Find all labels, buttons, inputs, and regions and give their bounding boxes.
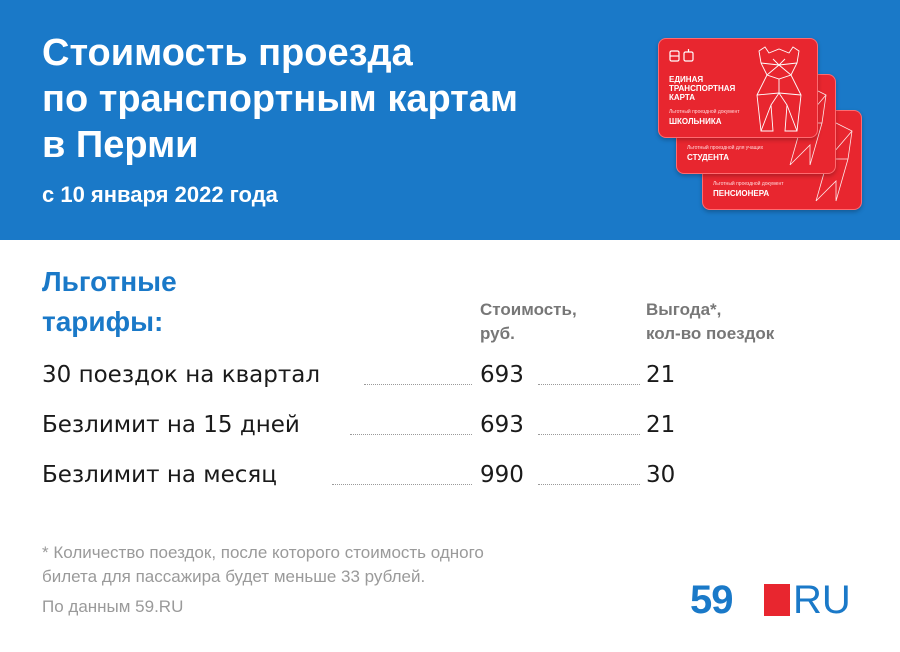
brand-line-1: ЕДИНАЯ <box>669 75 704 84</box>
tariff-row: Безлимит на 15 дней 693 21 <box>42 412 862 448</box>
card-brand: ЕДИНАЯ ТРАНСПОРТНАЯ КАРТА <box>669 75 749 102</box>
tariff-row: Безлимит на месяц 990 30 <box>42 462 862 498</box>
footnote-line-2: билета для пассажира будет меньше 33 руб… <box>42 567 426 586</box>
price-header-line-2: руб. <box>480 324 515 343</box>
dot-leader <box>538 434 640 435</box>
brand-line-3: КАРТА <box>669 93 696 102</box>
logo-red-square <box>764 584 790 616</box>
dot-leader <box>538 484 640 485</box>
benefit-header-line-2: кол-во поездок <box>646 324 775 343</box>
title-line-1: Стоимость проезда <box>42 32 413 74</box>
page-title: Стоимость проезда по транспортным картам… <box>42 30 642 168</box>
price-header-line-1: Стоимость, <box>480 300 577 319</box>
dot-leader <box>332 484 472 485</box>
footnote-line-1: * Количество поездок, после которого сто… <box>42 543 484 562</box>
tariff-price: 990 <box>480 462 524 488</box>
dot-leader <box>538 384 640 385</box>
tariff-name: Безлимит на 15 дней <box>42 412 300 438</box>
tariff-name: 30 поездок на квартал <box>42 362 321 388</box>
tariff-benefit: 21 <box>646 362 676 388</box>
bus-tram-icon <box>669 49 694 62</box>
card-small-text: Льготный проездной документ <box>713 181 784 187</box>
card-label: ПЕНСИОНЕРА <box>713 189 770 198</box>
transport-cards-illustration: Льготный проездной документ ПЕНСИОНЕРА Л… <box>650 30 865 215</box>
tariff-benefit: 30 <box>646 462 676 488</box>
card-label: СТУДЕНТА <box>687 153 730 162</box>
schoolchild-card: ЕДИНАЯ ТРАНСПОРТНАЯ КАРТА Льготный проез… <box>658 38 818 138</box>
card-label: ШКОЛЬНИКА <box>669 117 722 126</box>
logo-suffix: RU <box>793 578 851 622</box>
bear-icon <box>756 46 802 132</box>
section-title-line-1: Льготные <box>42 266 177 297</box>
site-logo[interactable]: 59 RU <box>690 578 860 622</box>
title-line-3: в Перми <box>42 124 199 166</box>
tariff-row: 30 поездок на квартал 693 21 <box>42 362 862 398</box>
benefit-header-line-1: Выгода*, <box>646 300 722 319</box>
card-small-text: Льготный проездной для учащих <box>687 145 764 151</box>
price-column-header: Стоимость, руб. <box>480 298 577 346</box>
tariff-price: 693 <box>480 412 524 438</box>
source-note: По данным 59.RU <box>42 597 184 616</box>
tariff-name: Безлимит на месяц <box>42 462 277 488</box>
card-small-text: Льготный проездной документ <box>669 109 740 115</box>
section-title: Льготные тарифы: <box>42 262 177 342</box>
logo-number: 59 <box>690 578 733 622</box>
tariff-benefit: 21 <box>646 412 676 438</box>
brand-line-2: ТРАНСПОРТНАЯ <box>669 84 736 93</box>
header-banner: Стоимость проезда по транспортным картам… <box>0 0 900 240</box>
date-subtitle: с 10 января 2022 года <box>42 182 278 207</box>
section-title-line-2: тарифы: <box>42 306 164 337</box>
benefit-column-header: Выгода*, кол-во поездок <box>646 298 774 346</box>
tariff-price: 693 <box>480 362 524 388</box>
dot-leader <box>350 434 472 435</box>
title-line-2: по транспортным картам <box>42 78 519 120</box>
footnote: * Количество поездок, после которого сто… <box>42 541 642 589</box>
dot-leader <box>364 384 472 385</box>
